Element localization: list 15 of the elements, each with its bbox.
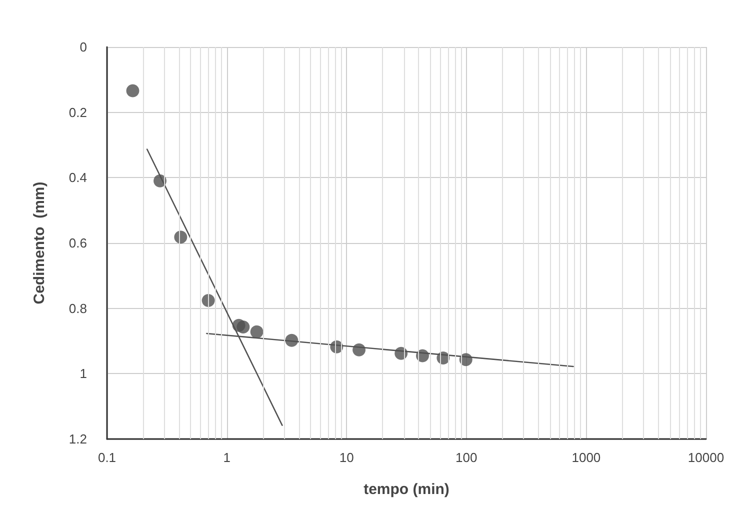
y-tick-label: 0.2 (68, 104, 87, 120)
y-tick-label: 1.2 (68, 432, 87, 446)
y-tick-label: 0.8 (68, 300, 87, 316)
y-tick-label: 0.4 (68, 170, 87, 186)
x-tick-label: 1 (223, 450, 230, 465)
x-tick-label: 0.1 (98, 450, 116, 465)
y-tick-label: 0.6 (68, 236, 87, 250)
x-tick-label: 1000 (572, 450, 601, 465)
x-tick-label: 10 (339, 450, 354, 465)
x-tick-label: 100 (456, 450, 478, 465)
y-tick-label: 1 (80, 366, 87, 382)
x-tick-label: 10000 (688, 450, 724, 465)
y-tick-label: 0 (80, 40, 87, 54)
x-axis-title: tempo (min) (364, 481, 450, 498)
y-axis-title: Cedimento (mm) (31, 182, 48, 304)
